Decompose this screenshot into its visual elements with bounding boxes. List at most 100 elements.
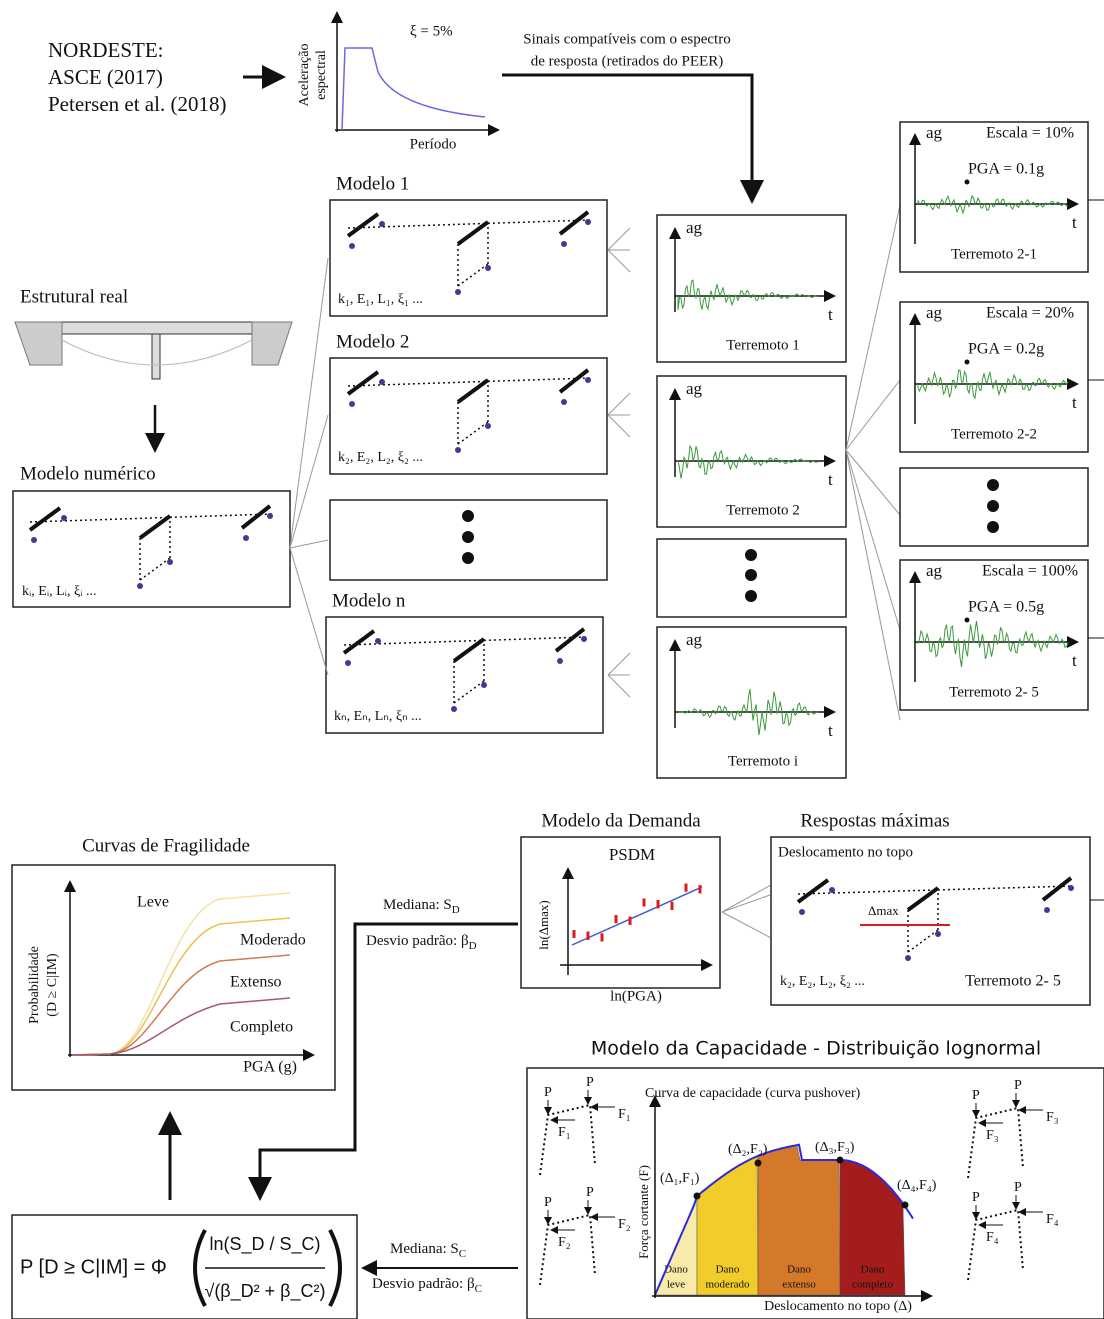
fan-line [290,258,328,548]
support [935,931,941,937]
fan-line [608,653,630,675]
label: Δmax [868,903,899,918]
stat-sub: D [452,904,460,916]
label: Período [410,136,457,152]
label: F₃ [1046,1110,1059,1125]
label: Dano [787,1264,811,1276]
label: F₄ [1046,1212,1059,1227]
label: t [828,470,833,489]
bridge-abutment [252,322,292,365]
label: ln(S_D / S_C) [209,1234,320,1255]
label: ag [926,561,943,580]
label: ln(PGA) [610,988,662,1004]
bridge-deck [62,322,252,334]
label: Moderado [240,932,306,949]
label: P [586,1075,594,1090]
support [451,706,457,712]
label: P [972,1190,980,1205]
label: t [828,305,833,324]
label: Terremoto 2-1 [951,246,1037,262]
curve-point [902,1202,909,1209]
fan-line [290,540,328,548]
dot [462,531,474,543]
fan-line [846,450,900,630]
label: Modelo 1 [336,173,409,194]
label: ag [926,123,943,142]
support [349,243,355,249]
label: Leve [137,894,169,911]
label: de resposta (retirados do PEER) [531,53,723,69]
label: F₃ [986,1128,999,1143]
scatter-dot [671,902,674,910]
peak [965,360,970,365]
fan-line [608,675,630,697]
support [137,583,143,589]
label: k₂, E₂, L₂, ξ₂ ... [338,450,423,465]
support [379,379,385,385]
support [349,401,355,407]
label: Terremoto 2-2 [951,426,1037,442]
support [561,241,567,247]
label: ln(Δmax) [536,900,551,950]
label: PGA = 0.2g [968,341,1044,358]
label: Aceleração [297,44,312,107]
support [455,289,461,295]
bridge-pier [152,334,160,379]
support [829,887,835,893]
label: espectral [314,50,329,100]
label: Sinais compatíveis com o espectro [523,31,730,47]
flow-arrow [502,75,752,198]
label: P [544,1085,552,1100]
label: ag [686,379,703,398]
label: F₁ [558,1125,571,1140]
label: Modelo 2 [336,331,409,352]
label: Força cortante (F) [636,1165,651,1259]
label: PGA = 0.1g [968,161,1044,178]
fan-line [722,912,775,940]
stat-sub: C [475,1283,482,1295]
connector [846,450,900,720]
support [485,423,491,429]
label: P [D ≥ C|IM] = Φ [20,1256,167,1278]
label: k₁, E₁, L₁, ξ₁ ... [338,292,423,307]
label: F₂ [558,1235,571,1250]
peak [965,180,970,185]
label: Terremoto i [728,753,798,769]
label: P [972,1088,980,1103]
support [31,537,37,543]
label: Probabilidade [27,946,42,1024]
support [485,265,491,271]
label: kᵢ, Eᵢ, Lᵢ, ξᵢ ... [22,584,97,599]
fan-line [290,415,328,548]
stat-label: Mediana: SD [383,897,460,915]
scatter-dot [699,885,702,893]
support [581,636,587,642]
curve-point [755,1160,762,1167]
scatter-dot [615,915,618,923]
support [905,955,911,961]
curve-point [837,1157,844,1164]
label: Dano [716,1264,740,1276]
label: ag [926,303,943,322]
label: (Δ₄,F₄) [897,1178,937,1193]
label: Escala = 10% [986,125,1074,142]
label: Terremoto 2- 5 [949,684,1039,700]
support [481,682,487,688]
scatter-dot [643,899,646,907]
label: Modelo numérico [20,463,156,484]
support [1068,885,1074,891]
label: completo [852,1279,893,1291]
dot [745,569,757,581]
stat-label: Desvio padrão: βD [366,933,477,951]
label: Escala = 20% [986,305,1074,322]
label: P [1014,1078,1022,1093]
scatter-dot [657,900,660,908]
label: Terremoto 2- 5 [965,973,1061,990]
dot [987,479,999,491]
diagram: NORDESTE:ASCE (2017)Petersen et al. (201… [0,0,1104,1319]
label: ag [686,630,703,649]
label: Respostas máximas [800,810,949,831]
scatter-dot [601,933,604,941]
label: moderado [706,1279,750,1291]
stat-sub: D [469,940,477,952]
